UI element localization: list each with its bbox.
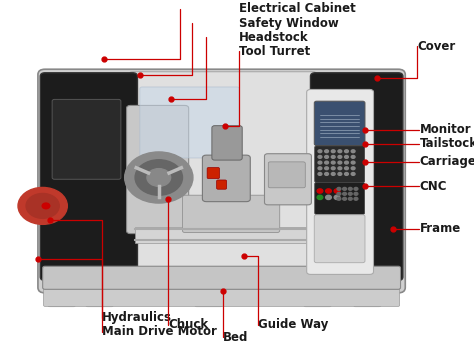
Circle shape [337, 192, 341, 195]
FancyBboxPatch shape [129, 72, 317, 273]
Circle shape [354, 197, 358, 200]
Text: Main Drive Motor: Main Drive Motor [102, 326, 217, 338]
Circle shape [351, 155, 355, 158]
FancyBboxPatch shape [264, 154, 311, 205]
FancyBboxPatch shape [315, 146, 365, 182]
Circle shape [345, 167, 348, 170]
Circle shape [343, 187, 346, 190]
Circle shape [42, 203, 50, 209]
Circle shape [26, 193, 59, 218]
Circle shape [317, 195, 323, 200]
Text: Hydraulics: Hydraulics [102, 311, 172, 324]
FancyBboxPatch shape [48, 284, 75, 307]
Text: Safety Window: Safety Window [239, 17, 339, 29]
Circle shape [343, 197, 346, 200]
Text: Tool Turret: Tool Turret [239, 45, 310, 58]
Circle shape [326, 195, 331, 200]
Circle shape [318, 150, 322, 153]
Circle shape [325, 150, 328, 153]
FancyBboxPatch shape [38, 69, 405, 293]
Circle shape [326, 189, 331, 193]
FancyBboxPatch shape [202, 155, 250, 202]
Circle shape [325, 155, 328, 158]
FancyBboxPatch shape [86, 284, 113, 307]
Circle shape [338, 173, 342, 175]
FancyBboxPatch shape [315, 182, 365, 214]
Circle shape [343, 192, 346, 195]
Circle shape [18, 187, 67, 224]
Circle shape [334, 189, 340, 193]
Text: Carriage: Carriage [419, 155, 474, 168]
FancyBboxPatch shape [268, 162, 305, 188]
Circle shape [317, 189, 323, 193]
Circle shape [351, 173, 355, 175]
FancyBboxPatch shape [182, 195, 280, 233]
Circle shape [354, 187, 358, 190]
Text: Tailstock: Tailstock [419, 137, 474, 150]
FancyBboxPatch shape [304, 284, 331, 307]
Circle shape [351, 161, 355, 164]
Circle shape [351, 150, 355, 153]
FancyBboxPatch shape [52, 99, 121, 179]
Text: CNC: CNC [419, 180, 447, 193]
FancyBboxPatch shape [140, 87, 239, 158]
FancyBboxPatch shape [127, 105, 189, 234]
Circle shape [337, 197, 341, 200]
Circle shape [331, 161, 335, 164]
Circle shape [125, 152, 193, 203]
Text: Frame: Frame [419, 223, 461, 235]
Text: Monitor: Monitor [419, 123, 471, 136]
FancyBboxPatch shape [354, 284, 381, 307]
FancyBboxPatch shape [217, 180, 227, 189]
Circle shape [331, 167, 335, 170]
Circle shape [345, 155, 348, 158]
Circle shape [338, 161, 342, 164]
Circle shape [337, 187, 341, 190]
FancyBboxPatch shape [310, 73, 403, 280]
Circle shape [147, 169, 171, 186]
Circle shape [318, 167, 322, 170]
FancyBboxPatch shape [314, 215, 365, 263]
Circle shape [325, 161, 328, 164]
Text: Electrical Cabinet: Electrical Cabinet [239, 2, 356, 15]
Circle shape [331, 150, 335, 153]
Circle shape [135, 160, 182, 195]
Bar [135, 227, 310, 243]
FancyBboxPatch shape [307, 89, 374, 274]
Circle shape [318, 161, 322, 164]
FancyBboxPatch shape [44, 285, 400, 306]
FancyBboxPatch shape [40, 73, 137, 280]
FancyBboxPatch shape [212, 126, 242, 160]
Circle shape [331, 173, 335, 175]
Circle shape [345, 161, 348, 164]
Circle shape [331, 155, 335, 158]
FancyBboxPatch shape [207, 168, 219, 179]
Text: Chuck: Chuck [168, 318, 209, 331]
Circle shape [325, 167, 328, 170]
Circle shape [345, 173, 348, 175]
Circle shape [348, 187, 352, 190]
Text: Bed: Bed [223, 331, 248, 344]
Circle shape [338, 167, 342, 170]
Circle shape [325, 173, 328, 175]
Circle shape [345, 150, 348, 153]
Circle shape [351, 167, 355, 170]
Circle shape [338, 155, 342, 158]
Text: Headstock: Headstock [239, 31, 309, 44]
Circle shape [348, 192, 352, 195]
Circle shape [318, 155, 322, 158]
Circle shape [338, 150, 342, 153]
Circle shape [334, 195, 340, 200]
Circle shape [318, 173, 322, 175]
FancyBboxPatch shape [314, 101, 365, 146]
FancyBboxPatch shape [195, 284, 222, 307]
FancyBboxPatch shape [43, 266, 401, 289]
Circle shape [348, 197, 352, 200]
Text: Cover: Cover [417, 40, 456, 53]
Circle shape [354, 192, 358, 195]
Text: Guide Way: Guide Way [258, 318, 328, 331]
